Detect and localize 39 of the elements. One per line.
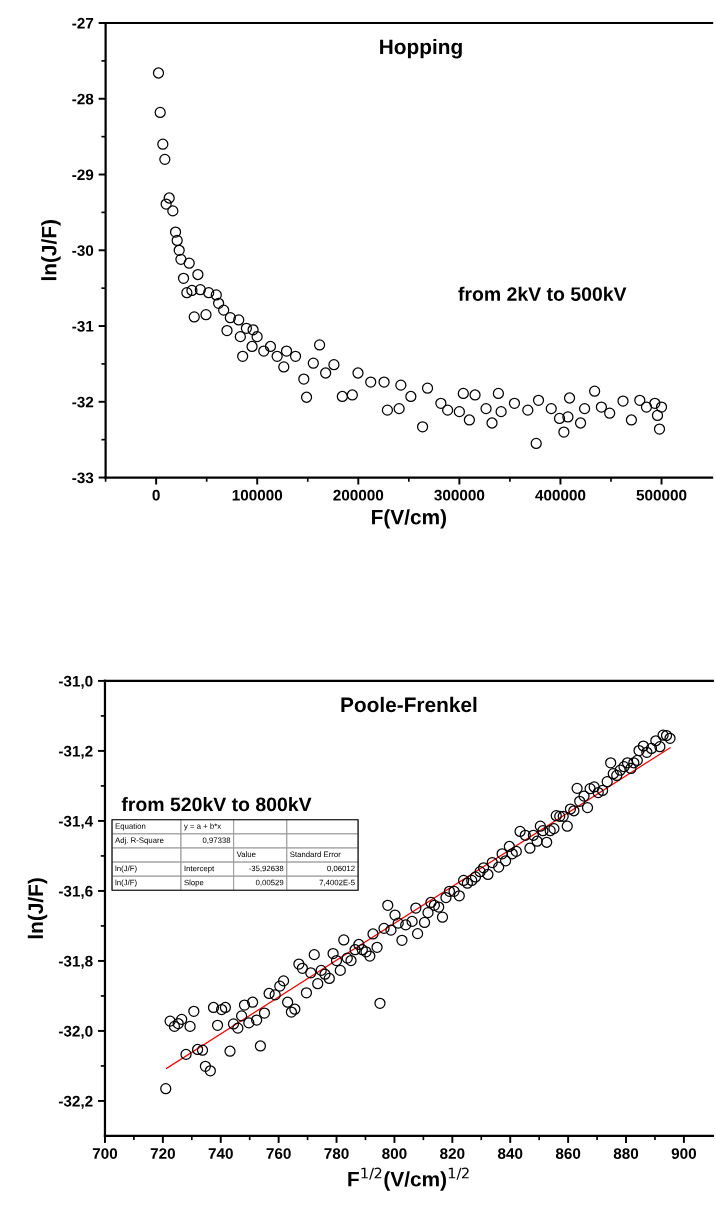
- x-tick-label: 860: [555, 1148, 581, 1159]
- x-tick-label: 780: [324, 1148, 349, 1159]
- x-tick-label: 760: [266, 1148, 291, 1159]
- x-axis-title: F(V/cm): [372, 509, 446, 529]
- y-tick-label: -31,4: [58, 815, 94, 829]
- x-tick-label: 820: [440, 1148, 465, 1159]
- text: Poole-Frenkel: [341, 696, 477, 713]
- y-tick-label: -30: [72, 245, 94, 256]
- x-tick-label: 880: [613, 1148, 639, 1159]
- y-tick-label: -32: [72, 396, 94, 408]
- y-tick-label: -31,8: [58, 955, 93, 969]
- x-tick-label: 200000: [333, 489, 384, 501]
- x-tick-label: 700: [92, 1148, 118, 1159]
- text: Hopping: [380, 38, 462, 59]
- x-tick-label: 300000: [434, 489, 485, 501]
- y-tick-label: -31,2: [58, 745, 93, 759]
- y-axis-title: ln(J/F): [41, 220, 61, 281]
- x-tick-label: 0: [152, 489, 160, 501]
- x-tick-label: 400000: [535, 489, 586, 501]
- y-tick-label: -28: [72, 93, 94, 105]
- y-tick-label: -31,6: [58, 885, 93, 899]
- x-tick-label: 900: [671, 1148, 697, 1159]
- y-axis-title: ln(J/F): [27, 878, 48, 939]
- x-tick-label: 800: [382, 1148, 407, 1159]
- y-tick-label: -29: [72, 169, 94, 181]
- x-tick-label: 500000: [636, 489, 687, 501]
- y-tick-label: -27: [72, 17, 94, 29]
- y-tick-label: -31: [72, 320, 94, 332]
- y-tick-label: -32,2: [58, 1095, 93, 1109]
- x-tick-label: 720: [150, 1148, 175, 1159]
- y-tick-label: -32,0: [58, 1025, 93, 1039]
- x-tick-label: 840: [497, 1148, 523, 1159]
- y-tick-label: -33: [72, 472, 94, 484]
- x-tick-label: 740: [208, 1148, 233, 1159]
- x-axis-title: F$^{1/2}$(V/cm)$^{1/2}$: [348, 1167, 469, 1191]
- x-tick-label: 100000: [232, 489, 283, 501]
- annotation: from 520kV to 800kV: [121, 796, 312, 812]
- y-tick-label: -31,0: [58, 675, 93, 689]
- annotation: from 2kV to 500kV: [458, 286, 627, 301]
